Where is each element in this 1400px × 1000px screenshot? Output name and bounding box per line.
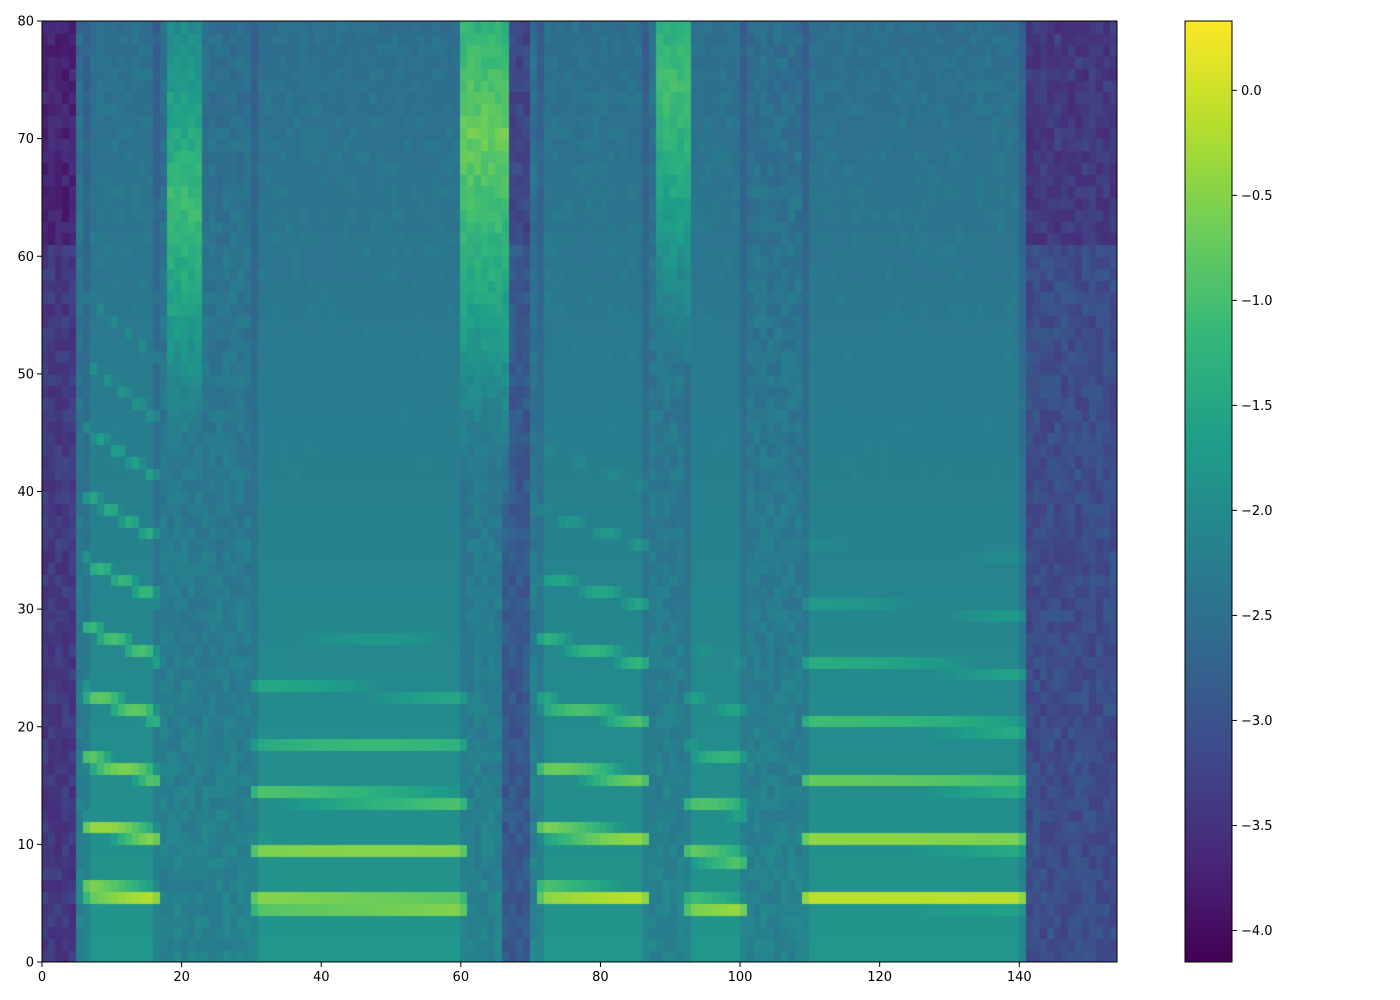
colorbar-tick-label: −2.0 [1241, 504, 1273, 519]
x-axis: 0 20 40 60 80 100 120 140 [38, 962, 1032, 985]
x-tick-label: 40 [313, 970, 330, 985]
y-tick-label: 0 [26, 956, 34, 971]
x-tick-label: 0 [38, 970, 46, 985]
heatmap-plot-area [42, 21, 1117, 962]
x-tick-label: 60 [453, 970, 470, 985]
colorbar-tick-label: −1.5 [1241, 399, 1273, 414]
colorbar-tick-label: −1.0 [1241, 294, 1273, 309]
colorbar-tick-label: −0.5 [1241, 189, 1273, 204]
y-tick-label: 70 [17, 132, 34, 147]
colorbar-tick-label: −2.5 [1241, 609, 1273, 624]
x-tick-label: 100 [728, 970, 753, 985]
x-tick-label: 20 [173, 970, 190, 985]
y-tick-label: 60 [17, 250, 34, 265]
plot-frame [41, 20, 1118, 963]
y-tick-label: 50 [17, 367, 34, 382]
colorbar-frame [1184, 20, 1233, 963]
y-tick-label: 80 [17, 15, 34, 30]
colorbar [1185, 21, 1232, 962]
x-tick-label: 140 [1007, 970, 1032, 985]
y-tick-label: 40 [17, 485, 34, 500]
y-tick-label: 30 [17, 603, 34, 618]
y-tick-label: 20 [17, 720, 34, 735]
colorbar-tick-label: −3.0 [1241, 714, 1273, 729]
colorbar-tick-label: −4.0 [1241, 924, 1273, 939]
colorbar-tick-label: −3.5 [1241, 819, 1273, 834]
colorbar-axis: 0.0 −0.5 −1.0 −1.5 −2.0 −2.5 −3.0 −3.5 −4.0 [1232, 84, 1273, 939]
y-tick-label: 10 [17, 838, 34, 853]
y-axis: 0 10 20 30 40 50 60 70 80 [17, 15, 42, 971]
colorbar-tick-label: 0.0 [1241, 84, 1262, 99]
x-tick-label: 80 [592, 970, 609, 985]
x-tick-label: 120 [867, 970, 892, 985]
